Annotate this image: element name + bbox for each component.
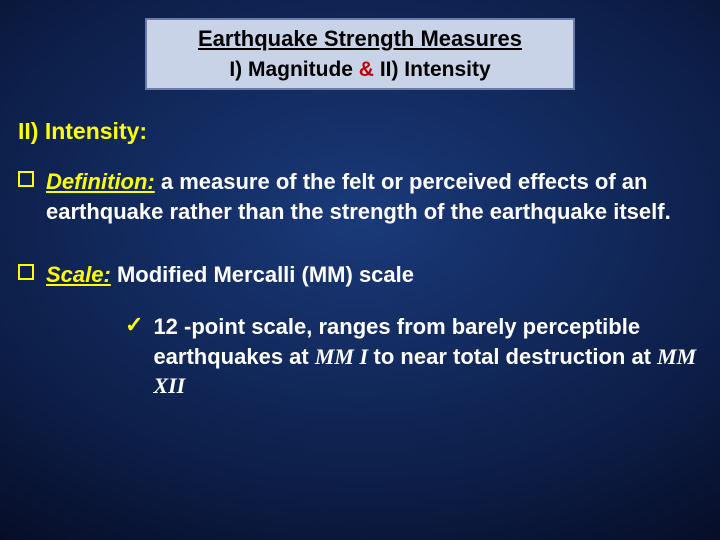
slide-subtitle: I) Magnitude & II) Intensity: [229, 58, 490, 81]
mm-one: MM I: [315, 344, 374, 369]
sub-text-mid: to near total destruction at: [374, 344, 658, 369]
section-heading: II) Intensity:: [18, 118, 720, 145]
bullet-body: Scale: Modified Mercalli (MM) scale: [46, 260, 424, 290]
term-label: Scale:: [46, 262, 111, 287]
slide-title: Earthquake Strength Measures: [151, 26, 569, 52]
term-text: Modified Mercalli (MM) scale: [111, 262, 414, 287]
subtitle-left: I) Magnitude: [229, 58, 353, 81]
check-icon: ✓: [125, 312, 143, 338]
bullet-definition: Definition: a measure of the felt or per…: [18, 167, 708, 226]
sub-bullet-body: 12 -point scale, ranges from barely perc…: [153, 312, 702, 401]
term-label: Definition:: [46, 169, 155, 194]
title-box: Earthquake Strength Measures I) Magnitud…: [145, 18, 575, 90]
ampersand: &: [353, 58, 380, 81]
subtitle-right: II) Intensity: [380, 58, 491, 81]
content-area: Definition: a measure of the felt or per…: [0, 167, 720, 401]
sub-bullet: ✓ 12 -point scale, ranges from barely pe…: [125, 312, 702, 401]
square-bullet-icon: [18, 264, 34, 280]
square-bullet-icon: [18, 171, 34, 187]
bullet-body: Definition: a measure of the felt or per…: [46, 167, 708, 226]
bullet-scale: Scale: Modified Mercalli (MM) scale: [18, 260, 708, 290]
